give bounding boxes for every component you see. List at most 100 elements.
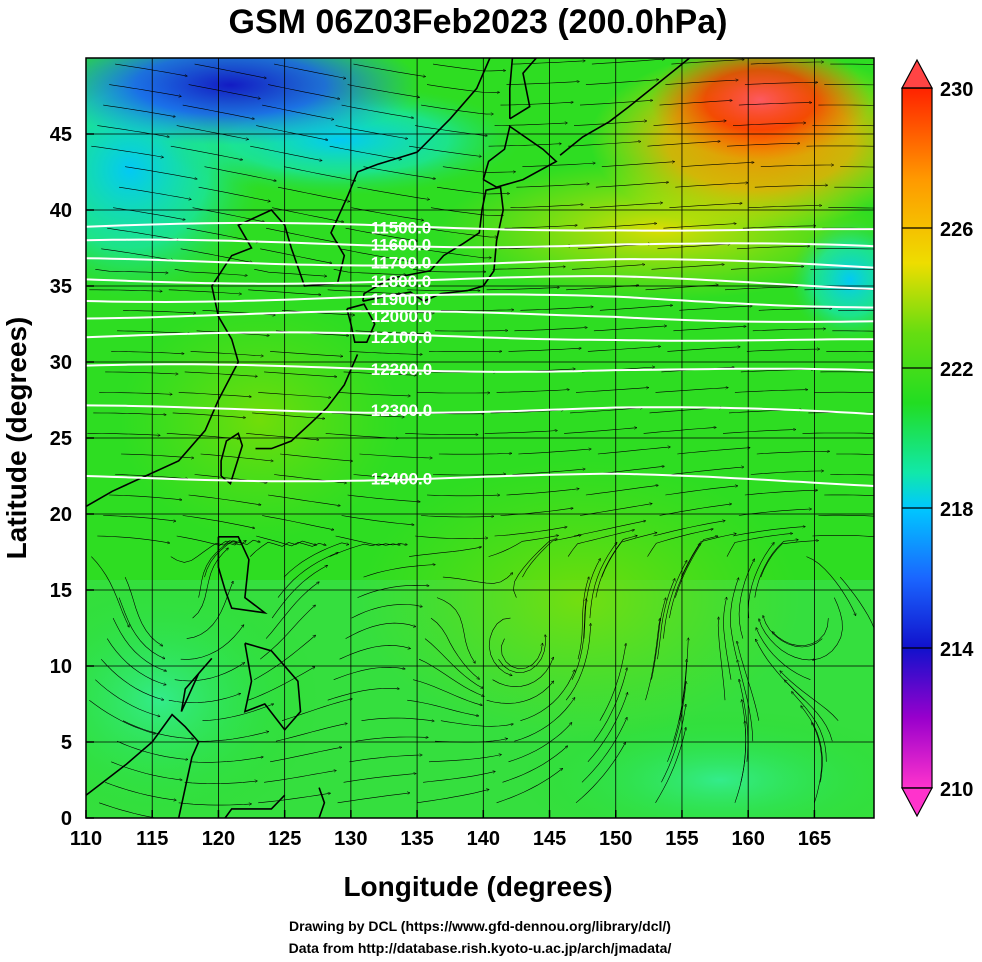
streamline [99, 802, 158, 818]
streamline [806, 556, 856, 616]
streamline [103, 104, 175, 117]
contour-line [86, 257, 874, 269]
streamline [498, 635, 546, 673]
streamline [418, 658, 484, 696]
streamline [599, 305, 673, 311]
streamline [194, 63, 267, 78]
streamline [792, 692, 827, 762]
streamline [520, 670, 575, 721]
streamline [504, 225, 578, 229]
coastline [217, 536, 268, 615]
x-axis: 110 115 120 125 130 135 140 145 150 155 160 165 [70, 810, 831, 850]
streamline [186, 581, 234, 639]
streamline [407, 699, 479, 716]
streamline [737, 660, 754, 742]
streamline [486, 287, 560, 291]
streamline [488, 535, 559, 557]
streamline [265, 582, 319, 639]
streamline [100, 658, 164, 700]
streamline [587, 692, 628, 762]
streamline [188, 494, 261, 505]
streamline [651, 598, 666, 680]
streamline [645, 618, 661, 701]
streamline [747, 542, 774, 619]
streamline [824, 494, 874, 496]
contour-label: 11500.0 [371, 219, 432, 238]
streamline [442, 573, 513, 584]
streamline [838, 310, 874, 311]
streamline [726, 533, 793, 557]
streamline [661, 704, 686, 783]
contour-line [86, 221, 874, 232]
streamline [275, 723, 347, 742]
coastline [559, 58, 691, 156]
x-tick-label: 155 [665, 828, 698, 850]
streamline [581, 717, 627, 783]
streamline [109, 84, 181, 97]
streamline [279, 453, 353, 461]
streamline [760, 541, 819, 578]
streamline [513, 539, 557, 598]
streamline [659, 504, 732, 516]
streamline [343, 774, 416, 783]
streamline [597, 447, 671, 455]
chart-title: GSM 06Z03Feb2023 (200.0hPa) [229, 3, 728, 41]
streamline [174, 269, 248, 275]
streamline [732, 527, 805, 537]
streamline [760, 165, 834, 167]
streamline [566, 285, 639, 291]
streamline [763, 616, 823, 648]
credit-dcl: Drawing by DCL (https://www.gfd-dennou.o… [289, 918, 671, 934]
streamline [268, 494, 340, 506]
colorbar-tick-label: 222 [940, 359, 973, 381]
streamline [256, 125, 328, 141]
y-axis: 0 5 10 15 20 25 30 35 40 45 [50, 124, 94, 830]
x-tick-label: 115 [136, 828, 168, 850]
streamline [818, 514, 874, 517]
y-tick-label: 45 [50, 124, 72, 146]
streamline [125, 166, 197, 179]
lime-patch-2 [360, 460, 800, 740]
contour-label: 12000.0 [371, 307, 432, 326]
streamline [651, 265, 725, 270]
streamline [170, 145, 243, 160]
streamline [349, 351, 423, 354]
streamline [339, 645, 411, 660]
streamline [738, 103, 812, 106]
streamline [436, 186, 510, 194]
streamline [669, 543, 700, 619]
streamline [432, 63, 506, 71]
streamline [107, 227, 179, 240]
streamline [723, 597, 732, 680]
x-axis-label: Longitude (degrees) [343, 871, 612, 902]
streamline [647, 529, 714, 557]
streamline [174, 663, 245, 682]
streamline [331, 412, 405, 417]
colorbar-gradient [901, 87, 933, 789]
contour-label: 12200.0 [371, 360, 432, 379]
streamline [119, 186, 191, 199]
x-tick-label: 145 [533, 828, 566, 850]
streamline [438, 453, 512, 454]
streamline [262, 104, 334, 119]
streamline [97, 125, 169, 137]
y-tick-label: 5 [61, 732, 72, 754]
streamline [339, 248, 412, 262]
contour-label: 11700.0 [371, 254, 432, 273]
streamline [327, 289, 401, 294]
streamline [659, 100, 733, 106]
streamline [357, 585, 430, 598]
streamline [204, 166, 277, 181]
streamline [168, 694, 241, 704]
y-tick-label: 15 [50, 580, 72, 602]
colorbar-tick-label: 214 [940, 639, 974, 661]
streamline [91, 145, 163, 157]
streamline [812, 535, 874, 537]
streamline [830, 474, 874, 476]
plot-area: 11500.011600.011700.011800.011900.012000… [86, 58, 874, 818]
streamline [266, 227, 338, 242]
coastline [180, 657, 213, 712]
streamline [744, 490, 818, 496]
streamline [750, 62, 824, 65]
streamline [780, 671, 839, 721]
